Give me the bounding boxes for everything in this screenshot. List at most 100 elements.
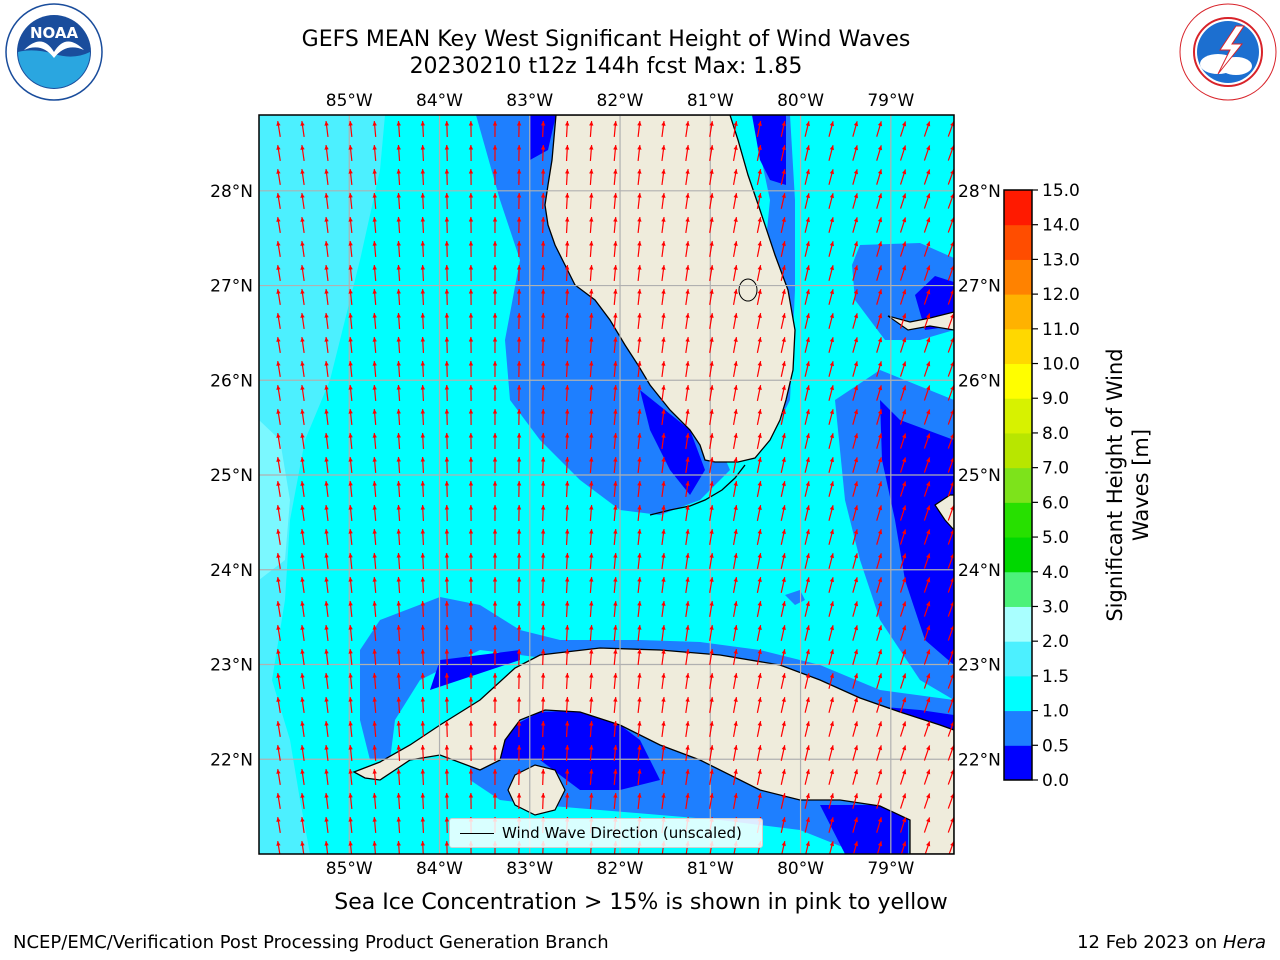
wind-arrow (780, 121, 786, 137)
wind-arrow (348, 792, 353, 810)
wind-arrow (661, 768, 666, 786)
map-frame (258, 114, 955, 855)
colorbar-segment (1004, 745, 1032, 781)
wind-arrow (540, 576, 546, 594)
wind-arrow (444, 600, 450, 618)
wind-arrow (540, 144, 546, 162)
colorbar-segment (1004, 571, 1032, 607)
wind-arrow (565, 144, 570, 162)
wind-arrow (637, 528, 642, 546)
wind-arrow (492, 648, 498, 666)
wind-arrow (589, 528, 594, 546)
wind-arrow (589, 552, 594, 570)
wind-arrow (492, 480, 498, 498)
wind-arrow (276, 553, 281, 569)
wind-arrow (709, 793, 714, 809)
wind-arrow (348, 744, 353, 762)
wind-arrow (756, 193, 762, 209)
wind-arrow (444, 480, 450, 498)
wind-arrow (780, 409, 786, 425)
wind-arrow (324, 192, 329, 210)
colorbar-tick-label: 10.0 (1042, 355, 1080, 375)
wind-arrow (637, 456, 642, 474)
wind-arrow (685, 432, 690, 450)
wind-arrow (685, 144, 690, 162)
wind-arrow (756, 745, 762, 761)
wind-arrow (348, 576, 353, 594)
colorbar-tick-label: 2.0 (1042, 632, 1069, 652)
wind-arrow (396, 648, 401, 666)
wind-arrow (348, 840, 353, 854)
wind-arrow (420, 504, 425, 522)
wind-arrow (923, 193, 931, 209)
wind-arrow (516, 504, 522, 522)
wind-arrow (637, 672, 642, 690)
wind-arrow (324, 480, 329, 498)
lat-tick-label-right: 25°N (958, 466, 1001, 486)
wind-arrow (613, 456, 618, 474)
wind-arrow (276, 745, 281, 761)
land-florida (544, 115, 796, 463)
wind-arrow (444, 408, 450, 426)
wind-arrow (540, 504, 546, 522)
wind-arrow (348, 720, 353, 738)
wind-arrow (661, 240, 666, 258)
wind-arrow (828, 793, 834, 809)
wind-arrow (685, 312, 690, 330)
wind-arrow (661, 408, 666, 426)
wind-arrow (444, 336, 450, 354)
wind-arrow (613, 216, 618, 234)
colorbar-segment (1004, 398, 1032, 434)
wind-arrow (444, 432, 450, 450)
lon-tick-label-top: 81°W (687, 91, 734, 111)
wind-arrow (396, 144, 401, 162)
wind-arrow (396, 240, 401, 258)
wind-arrow (396, 504, 401, 522)
wind-arrow (348, 312, 353, 330)
wind-arrow (444, 264, 450, 282)
colorbar-segment (1004, 259, 1032, 295)
wind-arrow (781, 841, 786, 854)
wind-arrow (300, 528, 305, 546)
wind-arrow (828, 241, 834, 257)
wind-arrow (780, 553, 786, 569)
colorbar: 0.0 0.5 1.0 1.5 2.0 3.0 4.0 5.0 6.0 7.0 8.0 9.0 10.0… (1003, 181, 1080, 791)
wind-arrow (685, 576, 690, 594)
wave-band-0.0-0.5-cuba-north (430, 650, 520, 690)
wind-arrow (565, 648, 570, 666)
wind-arrow (804, 649, 810, 665)
wind-arrow (947, 553, 954, 569)
wind-arrow (876, 289, 883, 305)
wind-arrow (348, 264, 353, 282)
wind-arrow (899, 529, 907, 545)
wind-arrow (613, 312, 618, 330)
wind-arrow (899, 313, 907, 329)
wind-arrow (468, 624, 474, 642)
wind-arrow (300, 816, 305, 834)
wind-arrow (613, 144, 618, 162)
wind-arrow (876, 601, 883, 617)
wind-arrow (565, 576, 570, 594)
wind-arrow (613, 672, 618, 690)
wind-arrow (661, 312, 666, 330)
lon-tick-label-top: 84°W (416, 91, 463, 111)
wind-arrow (420, 408, 425, 426)
wind-arrow (709, 649, 714, 665)
wind-arrow (396, 216, 401, 234)
wind-arrow (780, 457, 786, 473)
wind-arrow (396, 672, 401, 690)
colorbar-segment (1004, 224, 1032, 260)
wind-arrow (828, 457, 834, 473)
wind-arrow (732, 601, 738, 617)
wind-arrow (900, 841, 907, 854)
wind-arrow (589, 288, 594, 306)
wind-arrow (876, 769, 883, 785)
wind-arrow (589, 192, 594, 210)
wind-arrow (420, 648, 425, 666)
footer-date-text: 12 Feb 2023 on (1077, 932, 1223, 953)
wind-arrow (492, 192, 498, 210)
lat-tick-label-right: 24°N (958, 561, 1001, 581)
wind-arrow (852, 505, 859, 521)
wind-arrow (444, 672, 450, 690)
wind-arrow (324, 672, 329, 690)
